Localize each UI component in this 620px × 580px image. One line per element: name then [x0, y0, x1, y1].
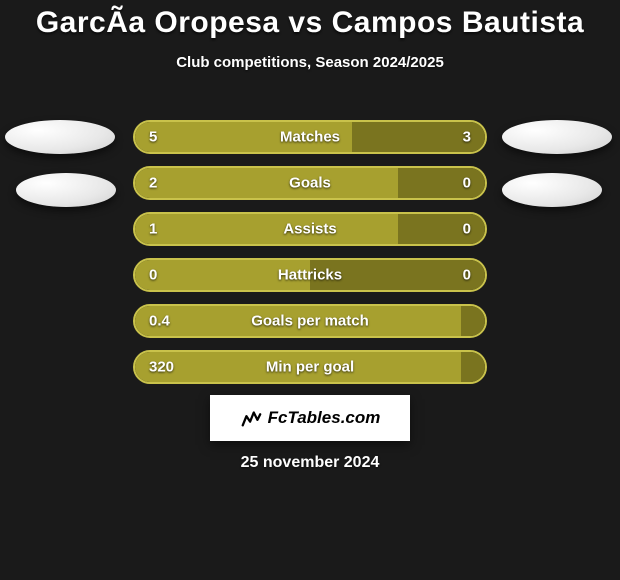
stat-value-left: 1: [149, 221, 157, 238]
stat-row: 5 3 Matches: [133, 120, 487, 154]
stat-label: Assists: [283, 221, 336, 238]
stat-value-left: 0.4: [149, 313, 170, 330]
brand-badge: FcTables.com: [210, 395, 410, 441]
avatar-left-top: [5, 120, 115, 154]
stat-bar-left: [135, 214, 398, 244]
avatar-left-bottom: [16, 173, 116, 207]
brand-text: FcTables.com: [268, 408, 381, 428]
subtitle: Club competitions, Season 2024/2025: [0, 54, 620, 71]
stat-row: 0 0 Hattricks: [133, 258, 487, 292]
avatar-right-bottom: [502, 173, 602, 207]
stat-value-right: 0: [463, 175, 471, 192]
stat-row: 320 Min per goal: [133, 350, 487, 384]
stat-value-left: 0: [149, 267, 157, 284]
stat-bar-right: [461, 352, 486, 382]
stat-label: Goals per match: [251, 313, 369, 330]
stat-label: Matches: [280, 129, 340, 146]
stat-value-right: 3: [463, 129, 471, 146]
stat-value-right: 0: [463, 267, 471, 284]
stat-value-left: 5: [149, 129, 157, 146]
page-title: GarcÃ­a Oropesa vs Campos Bautista: [0, 0, 620, 40]
stat-value-left: 2: [149, 175, 157, 192]
stat-row: 1 0 Assists: [133, 212, 487, 246]
brand-icon: [240, 407, 262, 429]
stat-row: 2 0 Goals: [133, 166, 487, 200]
stats-bars: 5 3 Matches 2 0 Goals 1 0 Assists 0 0 Hattricks 0.4 G…: [133, 120, 487, 396]
stat-value-left: 320: [149, 359, 174, 376]
avatar-right-top: [502, 120, 612, 154]
stat-row: 0.4 Goals per match: [133, 304, 487, 338]
stat-value-right: 0: [463, 221, 471, 238]
date-label: 25 november 2024: [0, 454, 620, 472]
stat-bar-left: [135, 168, 398, 198]
stat-label: Min per goal: [266, 359, 354, 376]
stat-label: Hattricks: [278, 267, 342, 284]
stat-bar-right: [398, 168, 486, 198]
stat-bar-right: [398, 214, 486, 244]
stat-label: Goals: [289, 175, 331, 192]
stat-bar-right: [461, 306, 486, 336]
